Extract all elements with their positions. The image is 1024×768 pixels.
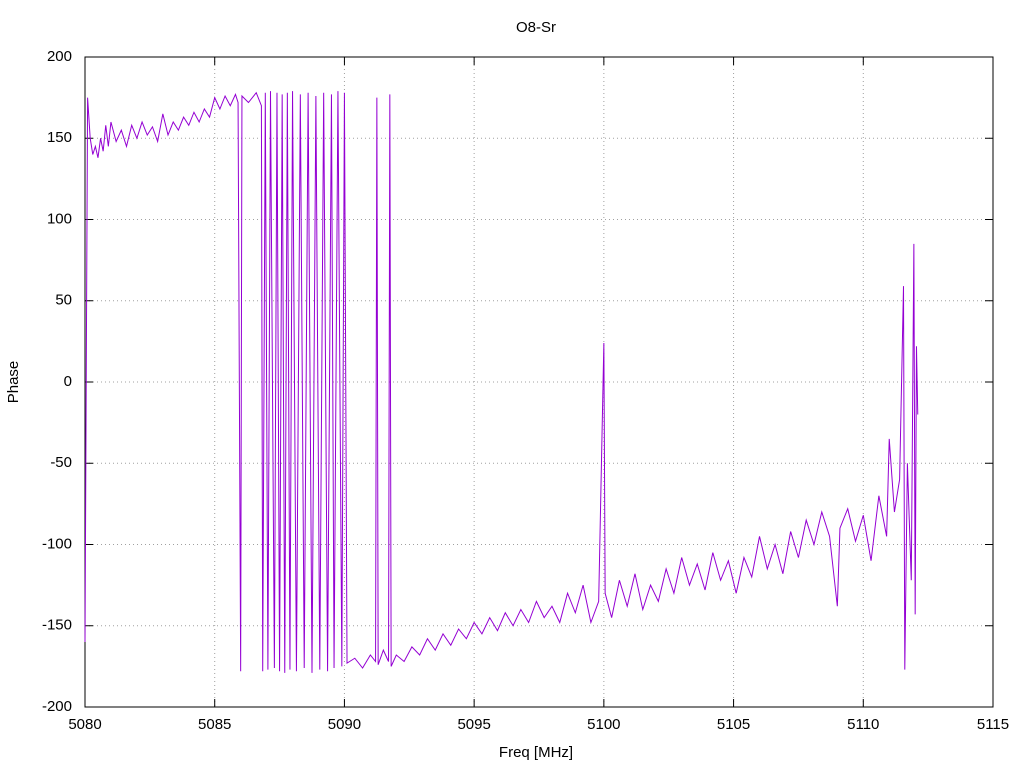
y-tick-label: 200 xyxy=(47,48,72,65)
x-tick-label: 5110 xyxy=(847,716,879,733)
x-tick-label: 5115 xyxy=(977,716,1009,733)
y-tick-label: 100 xyxy=(47,210,72,227)
x-tick-label: 5095 xyxy=(457,716,490,733)
x-tick-label: 5100 xyxy=(587,716,620,733)
x-tick-label: 5085 xyxy=(198,716,231,733)
y-tick-label: -200 xyxy=(42,698,72,715)
data-line xyxy=(84,91,919,673)
x-tick-label: 5105 xyxy=(717,716,750,733)
x-axis-label: Freq [MHz] xyxy=(499,744,573,761)
x-tick-label: 5090 xyxy=(328,716,361,733)
y-axis-label: Phase xyxy=(5,361,22,404)
y-tick-label: -150 xyxy=(42,617,72,634)
chart-title: O8-Sr xyxy=(516,19,556,36)
y-tick-label: -100 xyxy=(42,535,72,552)
x-tick-label: 5080 xyxy=(68,716,101,733)
y-tick-label: 0 xyxy=(64,373,72,390)
y-tick-label: 150 xyxy=(47,129,72,146)
y-tick-label: -50 xyxy=(50,454,72,471)
plot-border xyxy=(84,56,994,708)
y-tick-label: 50 xyxy=(55,292,72,309)
